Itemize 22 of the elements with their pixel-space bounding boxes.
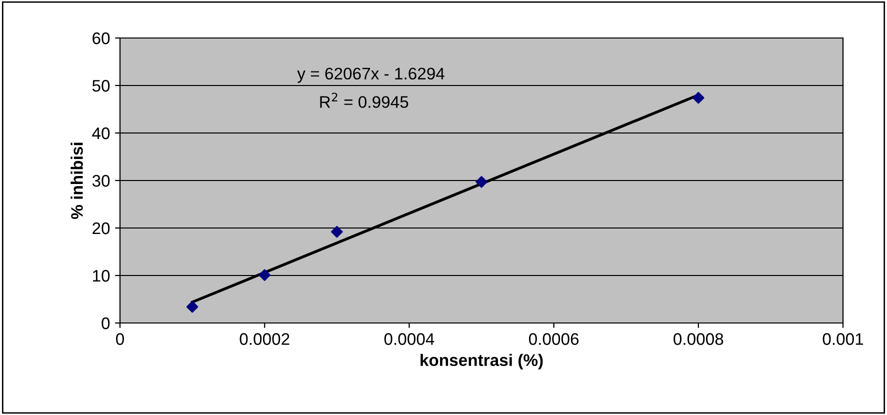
y-tick-label: 40 bbox=[92, 127, 110, 140]
x-tick-label: 0.0006 bbox=[528, 333, 579, 345]
y-axis-title: % inhibisi bbox=[70, 142, 83, 219]
point bbox=[331, 226, 343, 238]
point bbox=[258, 269, 270, 281]
x-tick-label: 0 bbox=[116, 333, 124, 345]
y-tick-label: 30 bbox=[92, 174, 110, 187]
y-tick-label: 60 bbox=[92, 32, 110, 44]
y-tick-label: 0 bbox=[102, 317, 110, 330]
x-tick-label: 0.001 bbox=[822, 333, 864, 345]
x-axis-title: konsentrasi (%) bbox=[420, 354, 543, 370]
annotation: R$^{2}$ = 0.9945 bbox=[320, 92, 408, 108]
y-tick-label: 20 bbox=[92, 222, 110, 234]
x-tick-label: 0.0008 bbox=[674, 333, 724, 345]
annotation: y = 62067x - 1.6294 bbox=[297, 68, 444, 83]
x-tick-label: 0.0002 bbox=[240, 333, 290, 345]
y-tick-label: 50 bbox=[92, 80, 110, 92]
x-tick-label: 0.0004 bbox=[384, 333, 434, 345]
point bbox=[476, 176, 488, 188]
point bbox=[186, 300, 198, 313]
y-tick-label: 10 bbox=[93, 270, 110, 282]
point bbox=[692, 92, 704, 104]
